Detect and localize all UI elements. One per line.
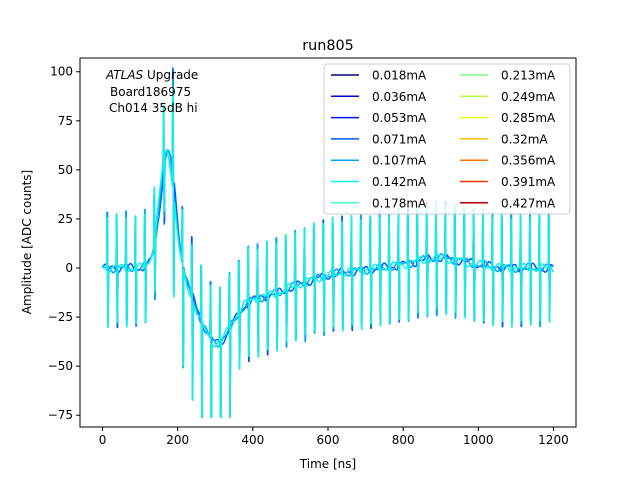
legend-label: 0.249mA (501, 90, 556, 104)
chart-title: run805 (302, 38, 354, 54)
legend-items: 0.018mA 0.036mA 0.053mA 0.071mA 0.107mA 0.142… (331, 69, 556, 210)
legend-label: 0.178mA (372, 196, 427, 210)
annotation-line-1: ATLAS Upgrade (105, 68, 198, 82)
y-tick-label: −50 (48, 359, 73, 373)
legend-label: 0.391mA (501, 175, 556, 189)
y-tick-label: 0 (65, 261, 73, 275)
annotation-line-2: Board186975 (110, 85, 191, 99)
y-axis-ticks: −75 −50 −25 0 25 50 75 100 (48, 65, 80, 422)
x-tick-label: 1200 (538, 433, 569, 447)
legend-label: 0.036mA (372, 90, 427, 104)
legend-label: 0.213mA (501, 69, 556, 83)
x-tick-label: 600 (317, 433, 340, 447)
legend-label: 0.142mA (372, 175, 427, 189)
legend: 0.018mA 0.036mA 0.053mA 0.071mA 0.107mA 0.142… (323, 63, 571, 215)
annotation-upgrade: Upgrade (143, 68, 198, 82)
legend-label: 0.285mA (501, 111, 556, 125)
y-tick-label: 75 (58, 114, 73, 128)
trace-0.071mA (101, 67, 554, 418)
legend-label: 0.32mA (501, 132, 548, 146)
legend-label: 0.018mA (372, 69, 427, 83)
legend-label: 0.427mA (501, 196, 556, 210)
legend-label: 0.071mA (372, 132, 427, 146)
x-tick-label: 0 (99, 433, 107, 447)
y-tick-label: 100 (50, 65, 73, 79)
trace-0.142mA (102, 86, 555, 418)
x-axis-label: Time [ns] (299, 457, 356, 471)
x-axis-ticks: 0 200 400 600 800 1000 1200 (99, 427, 569, 447)
waveform-traces (101, 67, 555, 418)
y-tick-label: −75 (48, 408, 73, 422)
legend-box (323, 63, 571, 215)
x-tick-label: 800 (392, 433, 415, 447)
legend-label: 0.053mA (372, 111, 427, 125)
y-tick-label: 50 (58, 163, 73, 177)
x-tick-label: 1000 (463, 433, 494, 447)
y-tick-label: −25 (48, 310, 73, 324)
legend-label: 0.107mA (372, 154, 427, 168)
y-tick-label: 25 (58, 212, 73, 226)
x-tick-label: 400 (241, 433, 264, 447)
x-tick-label: 200 (166, 433, 189, 447)
y-axis-label: Amplitude [ADC counts] (20, 170, 34, 314)
legend-label: 0.356mA (501, 154, 556, 168)
annotation-line-3: Ch014 35dB hi (109, 101, 198, 115)
annotation-atlas: ATLAS (105, 68, 144, 82)
atlas-annotation: ATLAS Upgrade Board186975 Ch014 35dB hi (105, 68, 198, 115)
